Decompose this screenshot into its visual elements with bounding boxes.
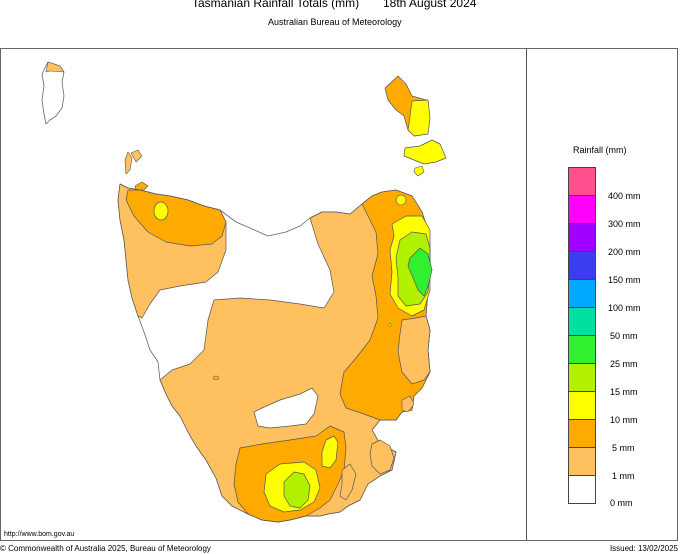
flinders-east	[407, 99, 431, 137]
copyright-notice: © Commonwealth of Australia 2025, Bureau…	[0, 544, 211, 553]
legend-label-15: 15 mm	[610, 387, 638, 397]
zone-10mm-northwest	[153, 201, 169, 221]
zone-0mm-central-hole	[253, 387, 319, 429]
legend-title: Rainfall (mm)	[573, 145, 627, 155]
legend-swatch-25	[568, 336, 596, 364]
hunter-island	[130, 149, 143, 163]
legend-label-100: 100 mm	[608, 303, 641, 313]
map-date: 18th August 2024	[383, 0, 477, 10]
robbins-island	[134, 181, 149, 191]
legend-label-150: 150 mm	[608, 275, 641, 285]
legend-label-50: 50 mm	[610, 331, 638, 341]
zone-5mm-northwest	[125, 189, 227, 247]
bom-url[interactable]: http://www.bom.gov.au	[4, 531, 75, 538]
legend-swatch-50	[568, 308, 596, 336]
zone-10mm-south-strip	[321, 435, 339, 469]
frame-divider	[526, 48, 527, 541]
zone-1mm-east-coast	[397, 315, 431, 385]
maria-island	[401, 395, 415, 413]
zone-15mm-dot	[388, 323, 392, 327]
chart-title: Tasmanian Rainfall Totals (mm) 18th Augu…	[0, 0, 680, 12]
legend-label-1: 1 mm	[612, 471, 635, 481]
zone-25mm-east	[407, 247, 433, 297]
three-hummock-island	[124, 151, 133, 175]
legend-label-25: 25 mm	[610, 359, 638, 369]
tasman-peninsula	[369, 439, 395, 475]
legend-colorbar	[568, 167, 596, 504]
subtitle-text: Australian Bureau of Meteorology	[268, 17, 402, 27]
legend-label-400: 400 mm	[608, 191, 641, 201]
legend-swatch-100	[568, 280, 596, 308]
rainfall-map	[41, 61, 447, 523]
king-island-rain	[45, 61, 65, 73]
issued-date: Issued: 13/02/2025	[609, 544, 678, 553]
zone-15mm-south	[283, 471, 311, 509]
legend-swatch-150	[568, 252, 596, 280]
king-island	[41, 61, 65, 125]
legend-label-300: 300 mm	[608, 219, 641, 229]
legend-swatch-5	[568, 420, 596, 448]
legend-swatch-15	[568, 364, 596, 392]
legend-swatch-10	[568, 392, 596, 420]
map-frame	[0, 48, 678, 541]
legend-label-10: 10 mm	[610, 415, 638, 425]
legend-swatch-0	[568, 476, 596, 504]
bruny-island	[339, 463, 357, 501]
legend-swatch-200	[568, 224, 596, 252]
legend-panel: Rainfall (mm)	[527, 49, 678, 540]
map-title: Tasmanian Rainfall Totals (mm)	[192, 0, 360, 10]
legend-label-0: 0 mm	[610, 498, 633, 508]
legend-label-200: 200 mm	[608, 247, 641, 257]
legend-swatch-400	[568, 167, 596, 196]
clarke-island	[413, 165, 425, 177]
legend-swatch-1	[568, 448, 596, 476]
zone-5mm-dot-west	[212, 375, 220, 381]
legend-swatch-300	[568, 196, 596, 224]
cape-barren-island	[403, 139, 447, 165]
legend-label-5: 5 mm	[612, 443, 635, 453]
zone-10mm-northeast-dot	[395, 194, 407, 206]
